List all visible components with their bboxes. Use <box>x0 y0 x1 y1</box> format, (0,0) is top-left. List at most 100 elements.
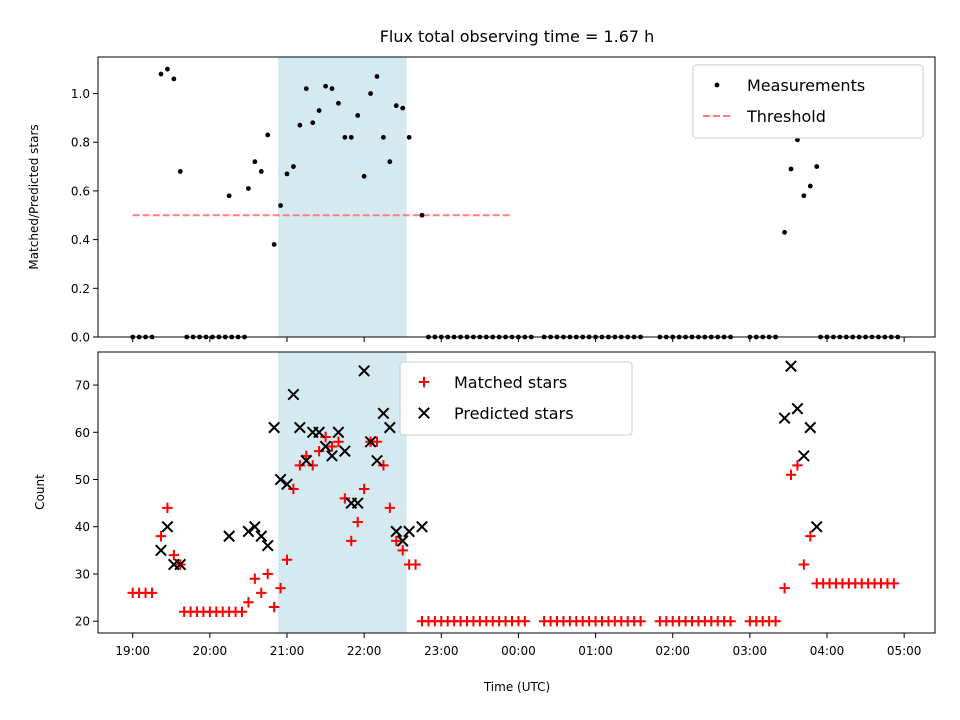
chart-title: Flux total observing time = 1.67 h <box>380 27 655 46</box>
measurement-point <box>329 86 335 92</box>
matched-stars-point <box>779 582 790 594</box>
matched-stars-point <box>313 445 325 457</box>
matched-stars-point <box>288 483 299 495</box>
x-axis-label: Time (UTC) <box>483 680 550 694</box>
matched-stars-point <box>155 530 167 542</box>
plot-frame <box>97 56 936 338</box>
measurement-point <box>788 166 794 172</box>
legend-box <box>399 361 633 436</box>
matched-stars-point <box>346 535 357 547</box>
matched-stars-point <box>162 502 173 514</box>
y-tick-label: 50 <box>75 473 90 487</box>
y-tick-label: 30 <box>75 567 90 581</box>
measurement-point <box>348 134 354 140</box>
measurement-point <box>323 83 328 89</box>
matched-stars-point <box>333 436 344 447</box>
measurement-point <box>303 86 309 92</box>
measurement-point <box>419 212 425 218</box>
legend-swatch <box>714 82 720 88</box>
matched-stars-point <box>268 601 280 613</box>
predicted-stars-point <box>797 449 810 462</box>
ratio-y-axis-label: Matched/Predicted stars <box>27 124 41 269</box>
predicted-stars-point <box>332 426 345 439</box>
predicted-stars-point <box>810 520 823 533</box>
matched-stars-point <box>146 587 158 599</box>
measurement-point <box>158 71 164 77</box>
measurement-point <box>316 108 322 113</box>
legend-label: Threshold <box>746 107 826 126</box>
predicted-stars-point <box>364 435 377 448</box>
measurement-point <box>782 229 787 235</box>
matched-stars-point <box>384 502 396 514</box>
y-tick-label: 60 <box>75 426 90 440</box>
predicted-stars-point <box>785 360 797 373</box>
measurement-point <box>342 134 348 140</box>
matched-stars-point <box>888 578 900 589</box>
measurement-point <box>814 164 820 169</box>
y-tick-label: 0.6 <box>71 184 90 198</box>
matched-stars-point <box>320 431 331 443</box>
predicted-stars-point <box>223 530 236 543</box>
count-y-axis-label: Count <box>33 474 47 510</box>
matched-stars-point <box>307 460 318 471</box>
measurement-point <box>368 91 373 96</box>
matched-stars-point <box>725 615 736 627</box>
legend-box <box>692 64 924 139</box>
x-tick-label: 23:00 <box>424 644 459 658</box>
predicted-stars-point <box>403 525 416 538</box>
measurement-point <box>387 159 393 165</box>
x-tick-label: 03:00 <box>733 644 768 658</box>
matched-stars-point <box>294 460 306 471</box>
x-tick-label: 02:00 <box>655 644 690 658</box>
matched-stars-point <box>635 615 646 627</box>
predicted-stars-point <box>371 454 383 467</box>
matched-stars-point <box>785 469 797 480</box>
predicted-stars-point <box>383 421 396 434</box>
predicted-stars-point <box>778 412 791 425</box>
predicted-stars-point <box>791 402 804 415</box>
predicted-stars-point <box>377 407 390 420</box>
matched-stars-point <box>352 516 363 528</box>
x-tick-label: 05:00 <box>887 644 922 658</box>
predicted-stars-point <box>248 520 261 533</box>
x-tick-label: 22:00 <box>347 644 382 658</box>
measurement-point <box>291 164 296 169</box>
x-tick-label: 21:00 <box>270 644 305 658</box>
predicted-stars-point <box>287 388 300 401</box>
measurement-point <box>265 132 271 138</box>
ratio-panel: 0.0 0.2 0.4 0.6 0.8 1.0 Measurements Threshold <box>71 56 936 345</box>
measurement-point <box>284 171 290 177</box>
measurement-point <box>258 169 264 174</box>
predicted-stars-point <box>174 558 187 571</box>
measurement-point <box>252 159 258 165</box>
matched-stars-point <box>243 597 254 608</box>
measurement-point <box>226 193 232 199</box>
matched-stars-point <box>326 441 338 452</box>
plot-frame <box>97 351 936 634</box>
measurement-point <box>361 173 367 179</box>
matched-stars-point <box>805 530 816 542</box>
x-tick-label: 01:00 <box>578 644 613 658</box>
predicted-stars-point <box>313 426 326 439</box>
legend-label: Predicted stars <box>454 404 574 423</box>
legend-swatch <box>418 376 430 388</box>
measurement-point <box>336 100 341 106</box>
measurement-point <box>400 105 406 111</box>
matched-stars-point <box>519 615 531 627</box>
predicted-stars-point <box>261 539 274 552</box>
measurement-point <box>310 120 316 126</box>
measurement-point <box>381 134 386 140</box>
y-tick-label: 40 <box>75 520 90 534</box>
y-tick-label: 0.2 <box>71 282 90 296</box>
predicted-stars-point <box>255 530 268 543</box>
observing-span <box>278 57 407 337</box>
measurement-point <box>393 103 399 109</box>
matched-stars-point <box>792 460 803 471</box>
predicted-stars-point <box>274 473 287 486</box>
x-tick-label: 04:00 <box>810 644 845 658</box>
measurement-point <box>177 169 183 174</box>
y-tick-label: 20 <box>75 615 90 629</box>
predicted-stars-point <box>326 449 338 462</box>
x-tick-label: 19:00 <box>115 644 150 658</box>
